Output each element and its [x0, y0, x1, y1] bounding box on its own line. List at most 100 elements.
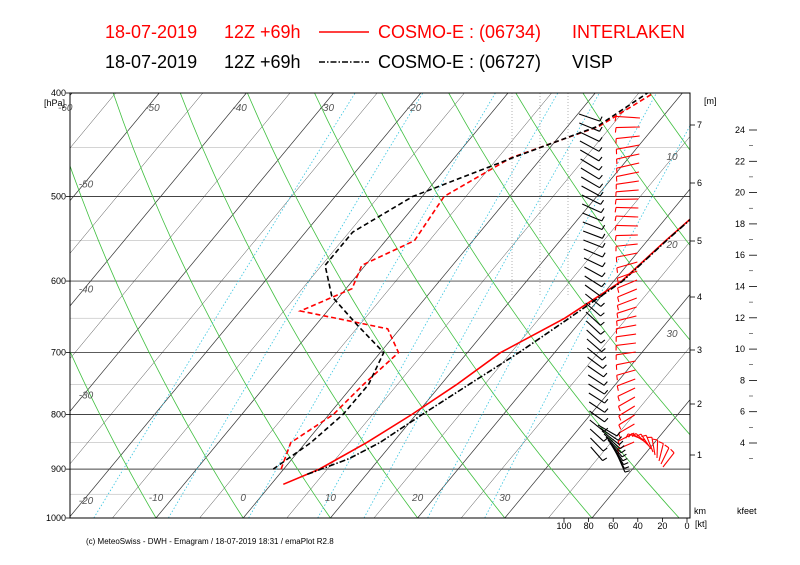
kfeet-tick-label: 4 [740, 438, 745, 448]
wind-barb-visp-feather [601, 347, 606, 353]
temperature-tick-label: 0 [240, 493, 246, 504]
plot-frame [69, 92, 691, 519]
wind-barb-visp [581, 194, 601, 205]
wind-barb-interlaken [615, 126, 640, 129]
isotherm-line [70, 93, 378, 465]
wind-barb-interlaken [615, 206, 639, 209]
wind-barb-visp [585, 320, 602, 335]
wind-barb-interlaken [617, 279, 638, 289]
temperature-tick-label: 30 [499, 493, 511, 504]
wind-barb-interlaken-low-feather [636, 433, 642, 437]
wind-barb-interlaken-feather [614, 225, 617, 231]
wind-barb-interlaken-feather [617, 296, 620, 302]
wind-barb-interlaken-feather [614, 215, 617, 222]
wind-barb-visp [585, 311, 601, 326]
wind-barb-visp [582, 230, 603, 239]
dry-adiabat-line [784, 93, 800, 518]
wind-barb-visp-feather [602, 447, 608, 452]
mixing-ratio-line [168, 93, 424, 518]
wind-barb-interlaken [616, 162, 640, 169]
wind-barb-interlaken-feather [618, 424, 622, 430]
kfeet-tick-label: 20 [735, 188, 745, 198]
wind-barb-interlaken [616, 171, 640, 178]
dry-adiabat-line [179, 93, 418, 518]
wind-barb-visp-feather [598, 136, 603, 142]
wind-barb-interlaken [616, 315, 637, 322]
mixing-ratio-line [93, 93, 356, 518]
isotherm-line [155, 93, 509, 518]
title2-model: COSMO-E : (06727) [378, 52, 541, 72]
dry-adiabat-line [515, 93, 690, 341]
wind-barb-visp-feather [600, 199, 605, 205]
wind-barb-visp [580, 158, 600, 171]
wind-barb-visp-low [615, 451, 626, 473]
isotherm-line [417, 188, 690, 518]
wind-barb-visp [584, 266, 603, 278]
dry-adiabat-line [112, 93, 331, 518]
wind-barb-visp-feather [601, 224, 606, 230]
isotherm-line [461, 241, 690, 518]
wind-barb-interlaken-feather [616, 278, 619, 284]
wind-barb-visp-low-feather [617, 436, 623, 441]
isotherm-label-left: -20 [79, 496, 94, 507]
wind-barb-interlaken-feather [614, 207, 617, 213]
pressure-tick-label: 900 [51, 464, 66, 474]
isotherm-label-top: -50 [145, 103, 160, 114]
series-visp-temperature [307, 218, 690, 476]
wind-barb-visp [586, 347, 603, 361]
wind-barb-visp-low [605, 436, 622, 454]
wind-barb-visp-low-feather [622, 457, 628, 462]
title1-date: 18-07-2019 [105, 22, 197, 42]
wind-barb-interlaken [618, 423, 635, 434]
wind-barb-interlaken [616, 333, 637, 338]
wind-barb-visp-low [601, 430, 620, 445]
height-m-tick-label: 2 [697, 399, 702, 409]
wind-barb-visp [582, 212, 602, 222]
wind-barb-visp-feather [604, 417, 609, 423]
wind-barb-interlaken-low-feather [664, 444, 670, 449]
mixing-ratio-label: 10 [666, 152, 678, 163]
wind-barb-visp [581, 203, 602, 214]
pressure-unit-label: [hPa] [44, 98, 65, 108]
wind-barb-visp-feather [604, 398, 609, 404]
wind-barb-visp-feather [598, 146, 603, 152]
wind-barb-visp-feather [599, 183, 604, 189]
mixing-ratio-line [317, 93, 559, 518]
wind-barb-visp-low-feather [623, 462, 629, 466]
wind-barb-visp-feather [601, 282, 606, 288]
wind-barb-visp-feather [600, 312, 605, 317]
wind-barb-visp-feather [601, 272, 606, 278]
isotherm-label-top: -30 [320, 103, 335, 114]
wind-barb-interlaken-low [662, 452, 675, 468]
dry-adiabat-line [448, 93, 690, 436]
wind-tick-label: 20 [657, 521, 667, 531]
pressure-tick-label: 500 [51, 191, 66, 201]
wind-barb-visp [580, 176, 600, 189]
wind-barb-interlaken-low-feather [652, 438, 658, 441]
wind-barb-interlaken-low [651, 437, 656, 456]
wind-barb-visp-feather [598, 165, 603, 171]
wind-barb-interlaken-feather [614, 127, 617, 133]
wind-barb-interlaken [618, 414, 635, 426]
wind-tick-label: 40 [633, 521, 643, 531]
wind-barb-visp [583, 239, 603, 248]
wind-barb-visp [586, 329, 602, 344]
isotherm-line [199, 93, 552, 518]
wind-barb-visp [579, 122, 600, 132]
wind-barb-visp-feather [604, 408, 609, 413]
wind-barb-interlaken-feather [614, 235, 617, 241]
wind-barb-visp-feather [601, 216, 605, 222]
wind-barb-visp-low-feather [620, 449, 626, 454]
wind-barb-interlaken [615, 224, 639, 227]
wind-barb-visp-low-feather [624, 470, 630, 473]
wind-barb-visp [588, 392, 605, 404]
wind-barb-visp-feather [599, 191, 604, 197]
height-m-unit-label: [m] [704, 96, 717, 106]
wind-barb-visp [582, 221, 603, 230]
wind-barb-visp [580, 167, 600, 180]
isotherm-line [548, 346, 690, 518]
wind-barb-visp [590, 437, 604, 452]
pressure-tick-label: 600 [51, 276, 66, 286]
kfeet-tick-label: 22 [735, 156, 745, 166]
wind-barb-visp-low-feather [619, 445, 625, 450]
